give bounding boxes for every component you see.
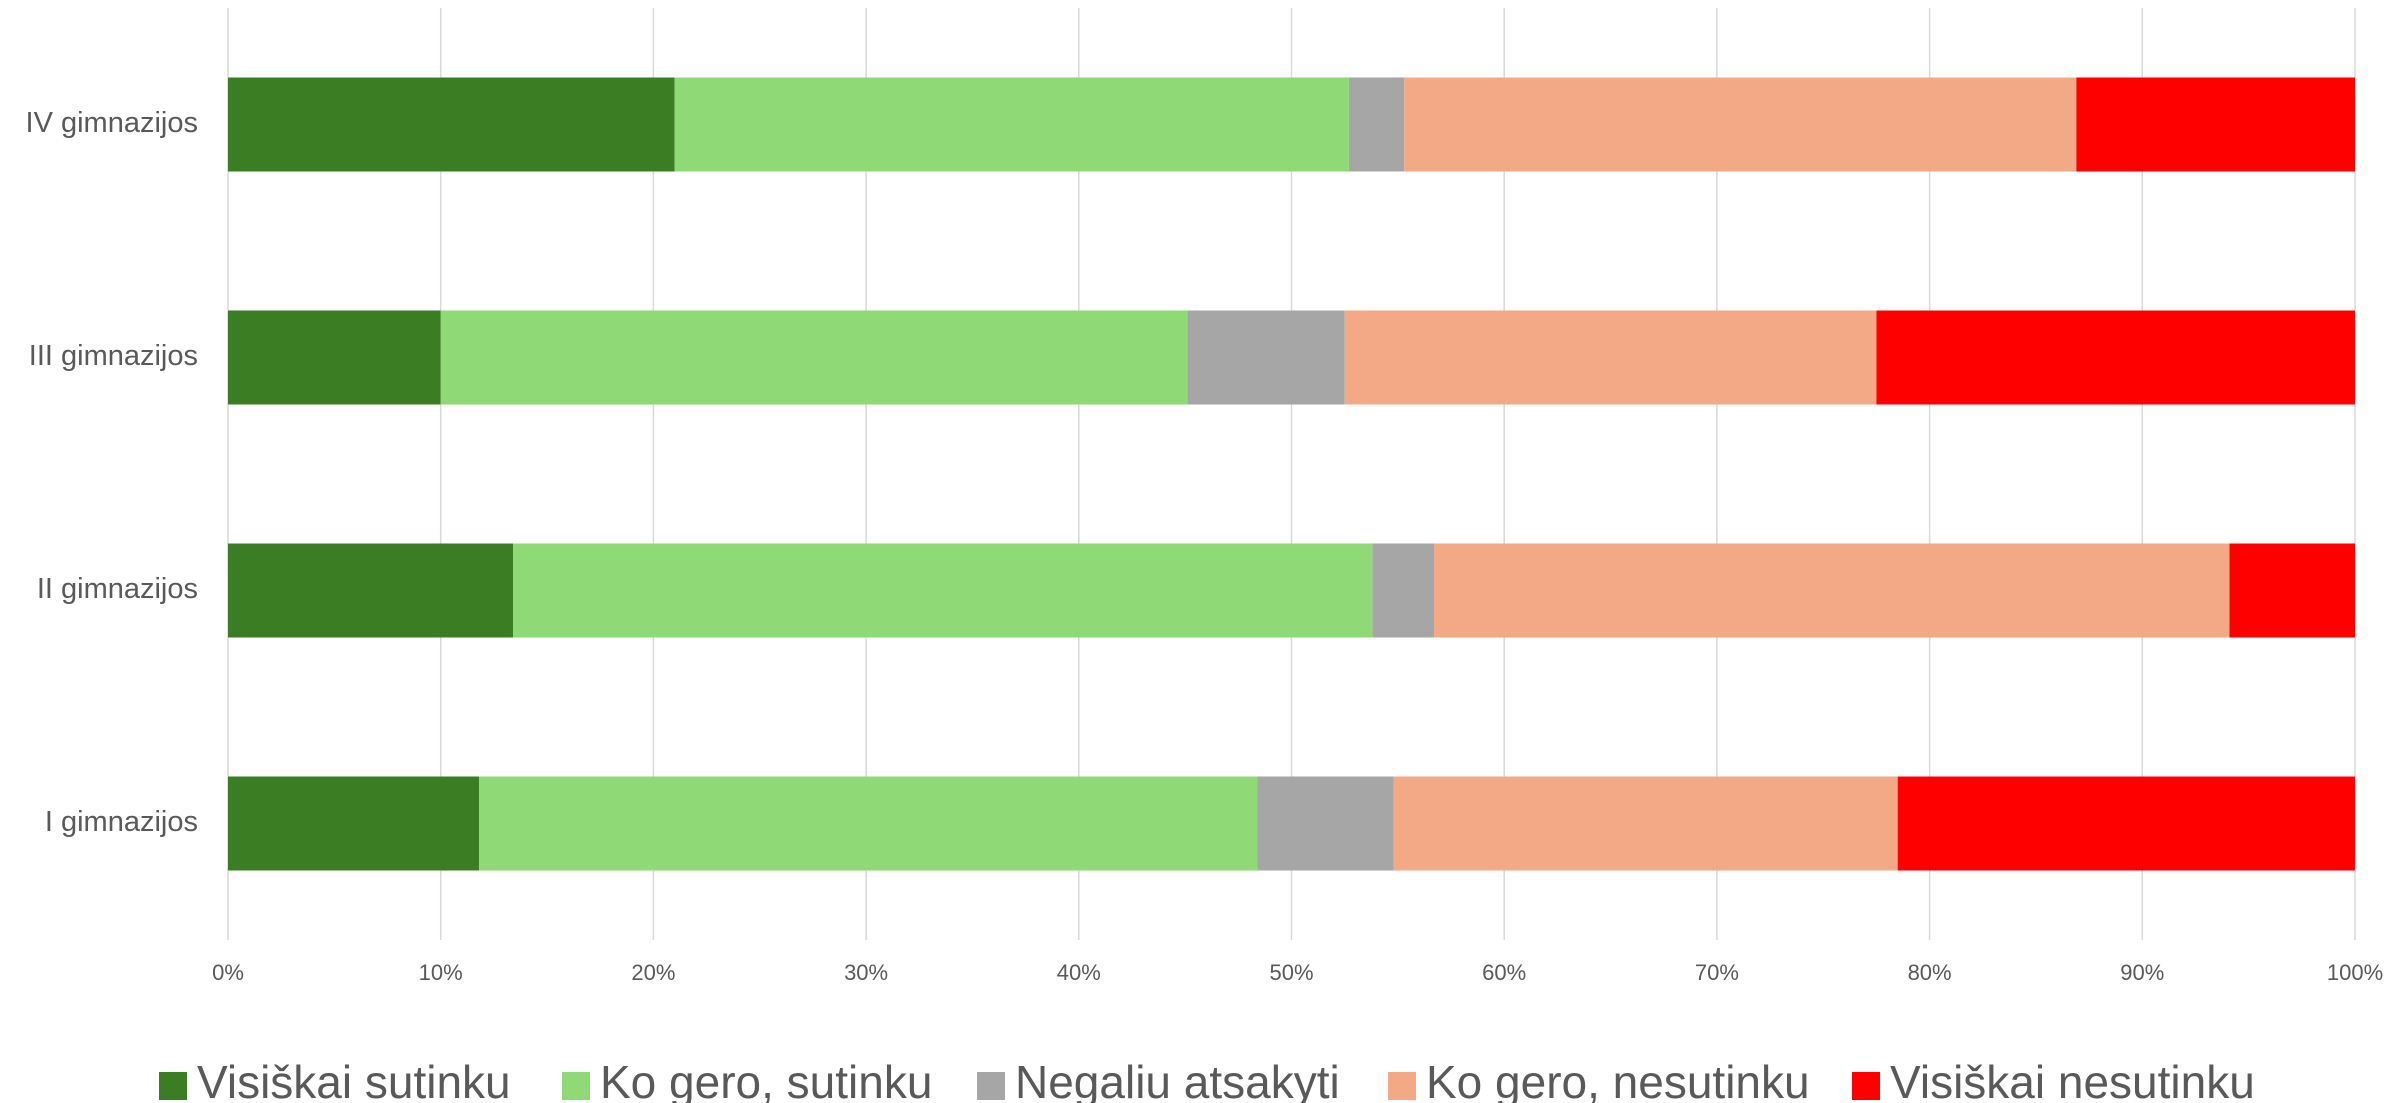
bar-segment [1372, 543, 1435, 638]
bar-segment [478, 776, 1258, 871]
legend-swatch [1388, 1072, 1416, 1100]
x-tick-label: 60% [1482, 960, 1526, 985]
bar-segment [2076, 77, 2355, 172]
legend-label: Visiškai nesutinku [1890, 1056, 2255, 1103]
bar-segment [228, 310, 441, 405]
y-tick-label: I gimnazijos [45, 806, 198, 838]
x-tick-label: 100% [2327, 960, 2383, 985]
x-tick-label: 70% [1695, 960, 1739, 985]
x-tick-label: 10% [419, 960, 463, 985]
bar-segment [1187, 310, 1345, 405]
x-tick-label: 40% [1057, 960, 1101, 985]
bar-segment [440, 310, 1188, 405]
bar-segment [2229, 543, 2355, 638]
bar-segment [228, 776, 479, 871]
x-tick-label: 50% [1269, 960, 1313, 985]
bar-segment [228, 543, 514, 638]
y-tick-label: IV gimnazijos [26, 107, 198, 139]
x-tick-label: 30% [844, 960, 888, 985]
bar-segment [674, 77, 1349, 172]
legend-label: Ko gero, nesutinku [1426, 1056, 1810, 1103]
y-tick-label: II gimnazijos [37, 573, 198, 605]
x-tick-label: 90% [2120, 960, 2164, 985]
x-tick-label: 80% [1908, 960, 1952, 985]
bar-segment [228, 77, 675, 172]
legend-swatch [159, 1072, 187, 1100]
bar-segment [1348, 77, 1405, 172]
bar-segment [513, 543, 1373, 638]
legend-label: Negaliu atsakyti [1015, 1056, 1340, 1103]
bar-segment [1897, 776, 2355, 871]
legend-swatch [1852, 1072, 1880, 1100]
legend-swatch [562, 1072, 590, 1100]
legend-swatch [977, 1072, 1005, 1100]
bar-segment [1257, 776, 1394, 871]
legend-label: Visiškai sutinku [197, 1056, 511, 1103]
bar-segment [1434, 543, 2230, 638]
bar-segment [1876, 310, 2355, 405]
legend-label: Ko gero, sutinku [600, 1056, 932, 1103]
x-tick-label: 0% [212, 960, 244, 985]
y-tick-label: III gimnazijos [29, 340, 198, 372]
bar-segment [1393, 776, 1898, 871]
x-tick-label: 20% [631, 960, 675, 985]
bar-segment [1404, 77, 2077, 172]
bar-segment [1344, 310, 1877, 405]
